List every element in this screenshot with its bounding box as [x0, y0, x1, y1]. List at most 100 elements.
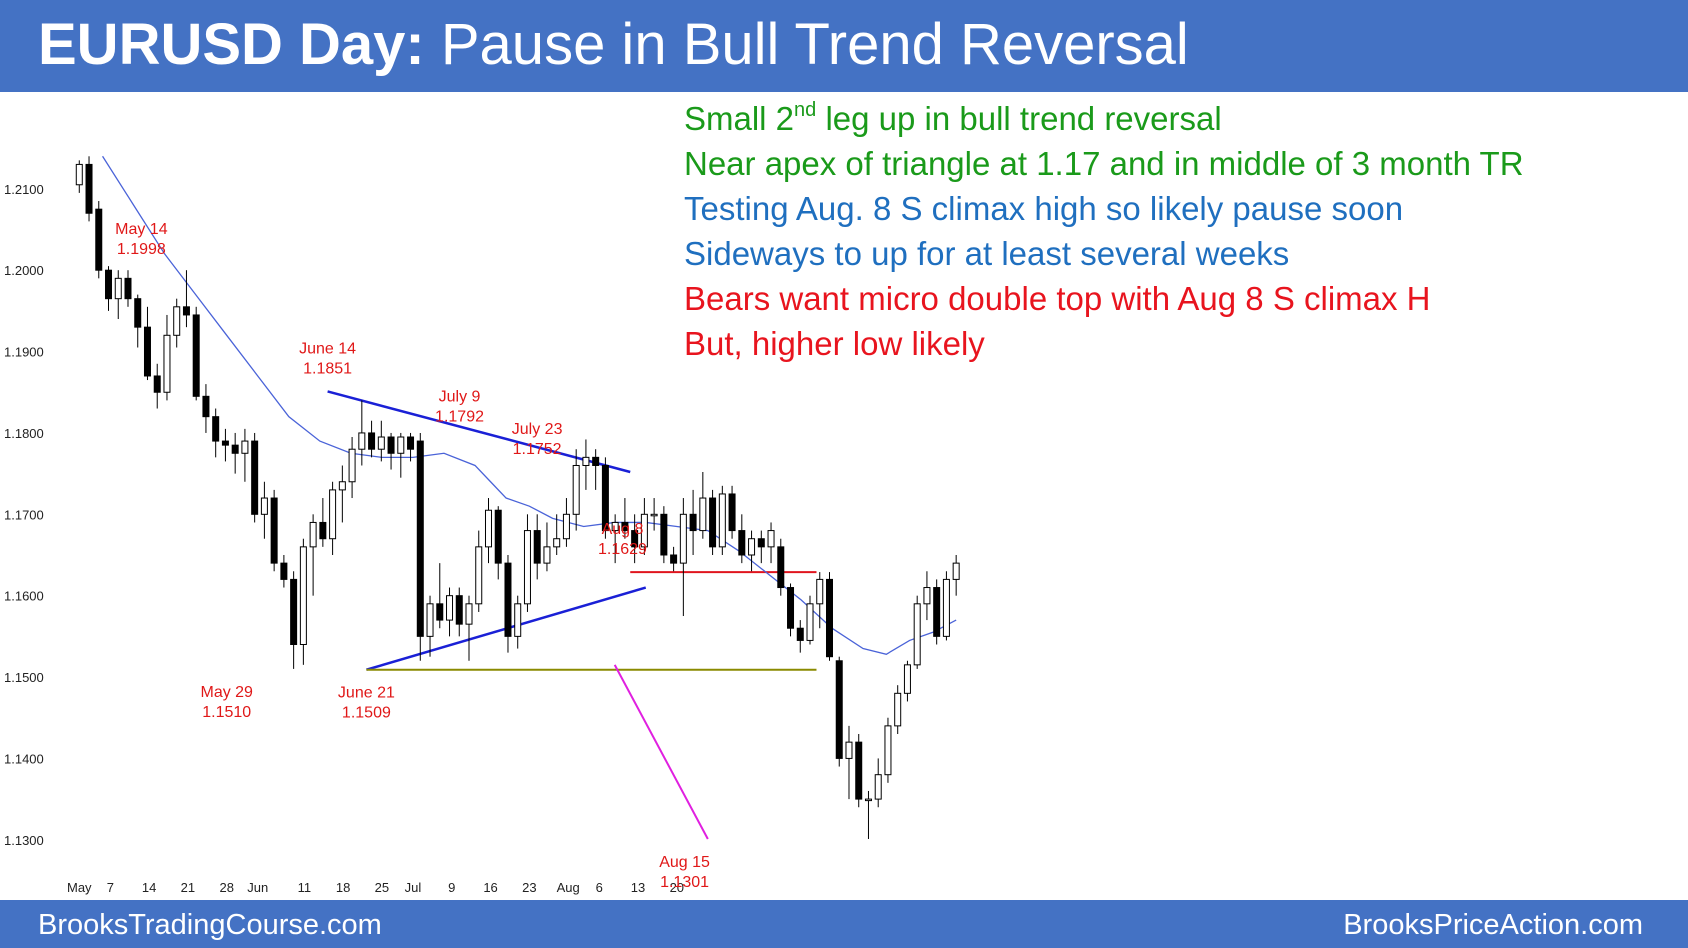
candle-body — [241, 440, 249, 454]
candle-body — [202, 395, 210, 418]
candle-body — [270, 497, 278, 564]
swing-price: 1.1510 — [202, 704, 251, 721]
note-line-5: Bears want micro double top with Aug 8 S… — [684, 276, 1524, 321]
candle-body — [85, 163, 93, 214]
swing-label: June 14 — [299, 340, 356, 357]
candle-body — [913, 603, 921, 666]
candle-body — [426, 603, 434, 637]
y-tick-label: 1.1500 — [4, 670, 44, 685]
candle-body — [894, 692, 902, 727]
candle-body — [767, 530, 775, 548]
candle-body — [299, 546, 307, 645]
candle-body — [251, 440, 259, 515]
swing-price: 1.1509 — [342, 705, 391, 722]
note-line-3: Testing Aug. 8 S climax high so likely p… — [684, 186, 1524, 231]
climax-line-line — [613, 664, 709, 840]
candle-body — [407, 436, 415, 450]
candle-body — [718, 493, 726, 548]
x-tick-label: 18 — [336, 880, 350, 895]
candle-body — [670, 554, 678, 564]
x-tick-label: Aug — [557, 880, 580, 895]
candle-body — [631, 530, 639, 548]
swing-price: 1.1301 — [660, 874, 709, 891]
footer-left-link[interactable]: BrooksTradingCourse.com — [38, 909, 382, 941]
x-tick-label: 16 — [483, 880, 497, 895]
note-text: Testing Aug. 8 S climax high so likely p… — [684, 190, 1404, 227]
candle-body — [475, 546, 483, 605]
note-line-1: Small 2nd leg up in bull trend reversal — [684, 96, 1524, 141]
x-tick-label: 21 — [181, 880, 195, 895]
footer-right-link[interactable]: BrooksPriceAction.com — [1343, 909, 1643, 941]
candle-body — [523, 530, 531, 605]
x-tick-label: 9 — [448, 880, 455, 895]
candle-body — [699, 497, 707, 532]
note-line-6: But, higher low likely — [684, 321, 1524, 366]
candle-body — [377, 436, 385, 450]
swing-price: 1.1792 — [435, 408, 484, 425]
y-tick-label: 1.2100 — [4, 182, 44, 197]
candle-body — [825, 578, 833, 658]
candle-body — [153, 375, 161, 393]
candle-body — [387, 436, 395, 454]
candle-body — [679, 513, 687, 564]
x-tick-label: Jul — [405, 880, 422, 895]
note-text: Small 2 — [684, 100, 795, 137]
candle-body — [835, 660, 843, 759]
x-tick-label: 20 — [670, 880, 684, 895]
note-text: Near apex of triangle at 1.17 and in mid… — [684, 145, 1524, 182]
swing-price: 1.1998 — [117, 241, 166, 258]
y-tick-label: 1.1800 — [4, 426, 44, 441]
candle-body — [446, 595, 454, 621]
swing-label: Aug 8 — [602, 521, 644, 538]
candle-body — [592, 456, 600, 466]
candle-body — [173, 306, 181, 336]
candle-body — [436, 603, 444, 621]
candle-body — [640, 513, 648, 548]
candle-body — [553, 538, 561, 548]
candle-body — [874, 774, 882, 800]
candle-body — [923, 587, 931, 605]
x-tick-label: Jun — [247, 880, 268, 895]
swing-price: 1.1851 — [303, 360, 352, 377]
x-tick-label: 13 — [631, 880, 645, 895]
candle-body — [942, 578, 950, 637]
note-text: But, higher low likely — [684, 325, 985, 362]
candle-body — [689, 513, 697, 532]
candle-body — [845, 741, 853, 759]
candle-body — [816, 578, 824, 605]
candle-body — [562, 513, 570, 540]
candle-body — [105, 269, 113, 300]
x-tick-label: 25 — [375, 880, 389, 895]
candle-body — [709, 497, 717, 548]
candle-body — [260, 497, 268, 515]
candle-body — [777, 546, 785, 589]
candle-body — [143, 326, 151, 377]
candle-body — [621, 521, 629, 532]
swing-label: July 9 — [439, 388, 481, 405]
candle-body — [601, 464, 609, 532]
candle-body — [163, 334, 171, 393]
footer-bar: BrooksTradingCourse.com BrooksPriceActio… — [0, 900, 1688, 948]
candle-body — [748, 538, 756, 556]
candle-body — [738, 530, 746, 556]
candle-body — [192, 314, 200, 397]
y-tick-label: 1.1700 — [4, 507, 44, 522]
y-tick-label: 1.1400 — [4, 751, 44, 766]
candle-body — [864, 798, 872, 802]
candle-body — [465, 603, 473, 625]
page-title: EURUSD Day: Pause in Bull Trend Reversal — [38, 10, 1189, 80]
candle-body — [806, 603, 814, 641]
candle-body — [231, 444, 239, 454]
candle-body — [134, 298, 142, 328]
title-bar: EURUSD Day: Pause in Bull Trend Reversal — [0, 0, 1688, 92]
x-tick-label: 6 — [596, 880, 603, 895]
candle-body — [504, 562, 512, 637]
x-tick-label: 23 — [522, 880, 536, 895]
y-tick-label: 1.2000 — [4, 263, 44, 278]
swing-price: 1.1752 — [513, 441, 562, 458]
candle-body — [455, 595, 463, 625]
candle-body — [75, 163, 83, 186]
swing-label: June 21 — [338, 685, 395, 702]
candle-body — [358, 432, 366, 450]
candle-body — [95, 208, 103, 271]
